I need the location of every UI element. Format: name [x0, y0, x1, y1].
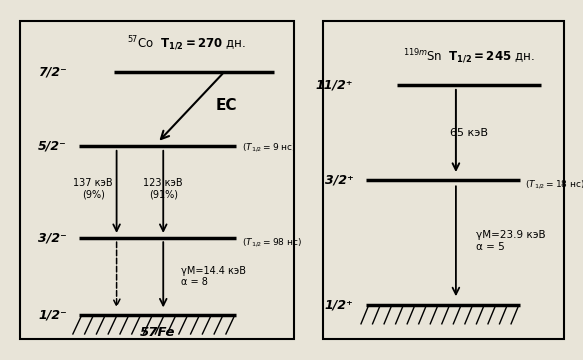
Text: $(T_{1/2}=98$ нс$)$: $(T_{1/2}=98$ нс$)$: [242, 236, 302, 249]
Text: 3/2⁻: 3/2⁻: [38, 231, 67, 244]
Text: γМ=14.4 кэВ
α = 8: γМ=14.4 кэВ α = 8: [181, 266, 245, 287]
Text: 1/2⁺: 1/2⁺: [325, 299, 353, 312]
Text: 5/2⁻: 5/2⁻: [38, 140, 67, 153]
Text: 137 кэВ
(9%): 137 кэВ (9%): [73, 177, 113, 199]
Text: $(T_{1/2}=9$ нс$)$: $(T_{1/2}=9$ нс$)$: [242, 141, 296, 154]
Text: $(T_{1/2}=18$ нс$)$: $(T_{1/2}=18$ нс$)$: [525, 179, 583, 192]
Text: $^{119m}$Sn  $\mathbf{T_{1/2}=245}$ дн.: $^{119m}$Sn $\mathbf{T_{1/2}=245}$ дн.: [403, 48, 535, 66]
Text: 1/2⁻: 1/2⁻: [38, 309, 67, 322]
Text: ЕС: ЕС: [216, 98, 237, 113]
Text: γМ=23.9 кэВ
α = 5: γМ=23.9 кэВ α = 5: [476, 230, 546, 252]
FancyBboxPatch shape: [20, 21, 294, 339]
Text: 123 кэВ
(91%): 123 кэВ (91%): [143, 177, 183, 199]
Text: 65 кэВ: 65 кэВ: [449, 128, 488, 138]
Text: 57Fe: 57Fe: [140, 326, 175, 339]
Text: $^{57}$Co  $\mathbf{T_{1/2}=270}$ дн.: $^{57}$Co $\mathbf{T_{1/2}=270}$ дн.: [127, 35, 246, 53]
Text: 11/2⁺: 11/2⁺: [316, 79, 353, 92]
Text: 7/2⁻: 7/2⁻: [38, 65, 67, 78]
FancyBboxPatch shape: [322, 21, 564, 339]
Text: 3/2⁺: 3/2⁺: [325, 174, 353, 186]
